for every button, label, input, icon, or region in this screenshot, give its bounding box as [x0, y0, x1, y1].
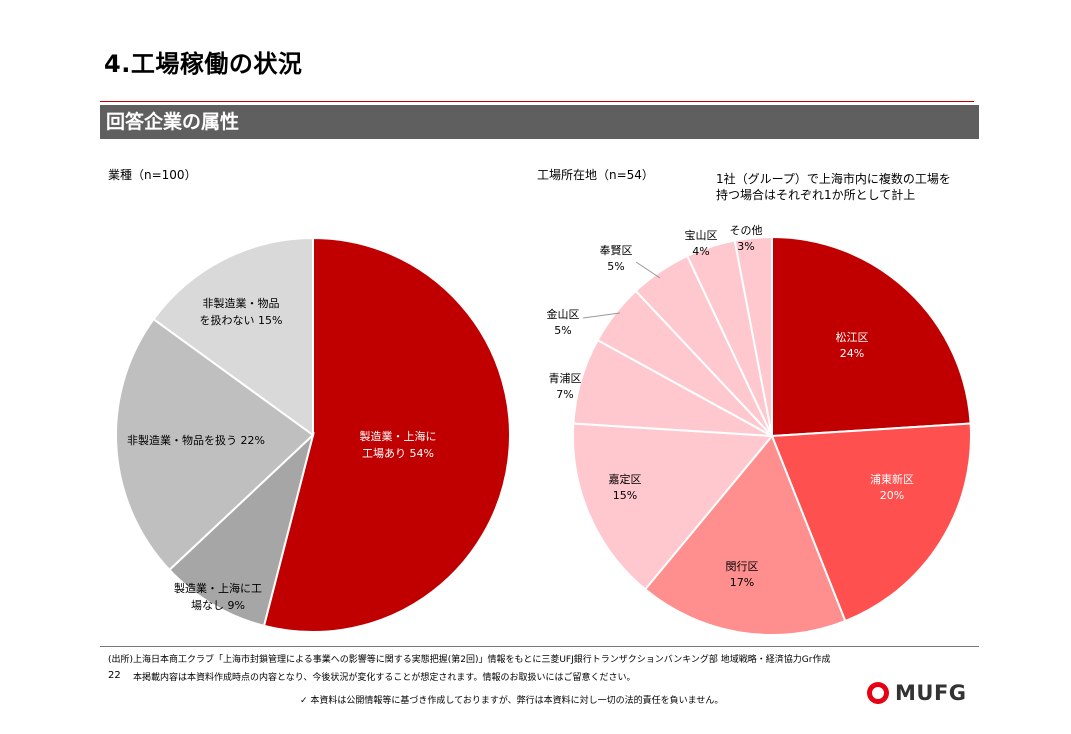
pie1-slice-1 [167, 431, 315, 628]
pie1-label-3: 非製造業・物品を扱わない 15% [200, 296, 283, 327]
pie2-label-6: 奉賢区 5% [600, 243, 633, 273]
pie2-label-1: 浦東新区 20% [870, 472, 914, 502]
pie2-leader-line-0 [635, 261, 661, 279]
section-header: 回答企業の属性 [100, 105, 979, 139]
mufg-logo: MUFG [867, 680, 977, 706]
pie1-slice-0 [262, 236, 511, 633]
pie1-label-1: 製造業・上海に工場なし 9% [174, 581, 262, 612]
pie2-slice-3 [571, 422, 775, 591]
chart-industry-title: 業種（n=100） [108, 168, 197, 182]
pie2-label-7: 宝山区 4% [685, 228, 718, 258]
title-divider [100, 101, 974, 102]
mufg-logo-text: MUFG [895, 681, 967, 705]
pie2-label-8: その他 3% [730, 224, 763, 253]
footer-divider [100, 646, 979, 647]
pie2-slice-0 [771, 235, 972, 438]
pie2-leader-line-1 [582, 312, 621, 319]
pie2-label-3: 嘉定区 15% [609, 472, 642, 502]
pie1-label-2: 非製造業・物品を扱う 22% [127, 433, 265, 447]
note-line-2: 持つ場合はそれぞれ1か所として計上 [716, 188, 916, 202]
pie2-slice-8 [733, 235, 773, 437]
pie2-slice-1 [770, 422, 972, 623]
legal-disclaimer: ✓ 本資料は公開情報等に基づき作成しておりますが、弊行は本資料に対し一切の法的責… [300, 696, 724, 706]
pie1-slice-2 [114, 317, 315, 572]
note-line-1: 1社（グループ）で上海市内に複数の工場を [716, 172, 951, 186]
disclaimer-text: 本掲載内容は本資料作成時点の内容となり、今後状況が変化することが想定されます。情… [133, 673, 636, 683]
pie2-label-4: 青浦区 7% [549, 372, 582, 401]
mufg-logo-icon [867, 682, 889, 704]
pie1-label-0: 製造業・上海に工場あり 54% [360, 429, 437, 460]
chart-location-note: 1社（グループ）で上海市内に複数の工場を 持つ場合はそれぞれ1か所として計上 [716, 171, 951, 203]
chart-location-title: 工場所在地（n=54） [537, 168, 654, 182]
pie2-label-2: 閔行区 17% [726, 560, 759, 589]
source-note: (出所)上海日本商工クラブ「上海市封鎖管理による事業への影響等に関する実態把握(… [108, 655, 831, 665]
pie2-slice-2 [643, 434, 847, 636]
pie2-label-5: 金山区 5% [547, 307, 580, 337]
page-title: 4.工場稼働の状況 [104, 50, 303, 78]
pie2-label-0: 松江区 24% [836, 330, 869, 360]
page-number: 22 [108, 670, 121, 681]
pie1-slice-3 [152, 236, 314, 437]
